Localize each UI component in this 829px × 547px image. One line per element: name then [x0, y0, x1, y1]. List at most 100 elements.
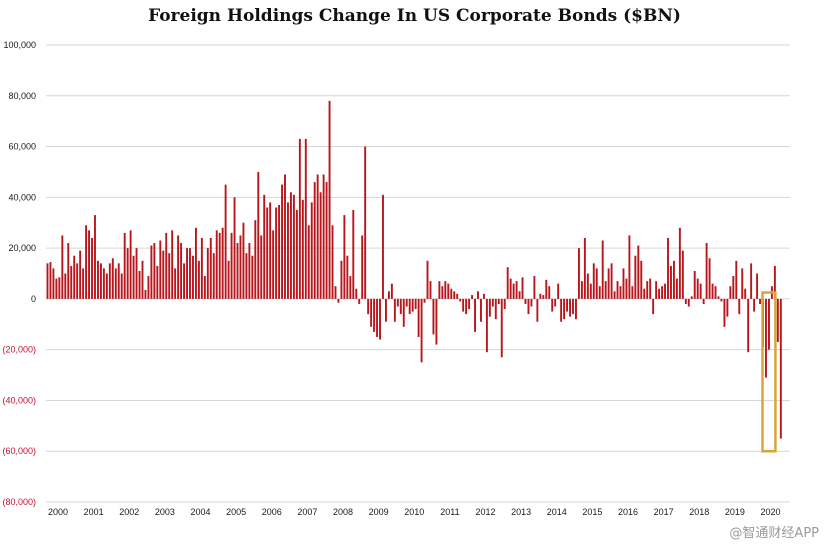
bar: [699, 283, 702, 299]
bar: [530, 298, 533, 307]
bar: [79, 250, 82, 299]
bar: [52, 268, 55, 299]
bar: [358, 298, 361, 304]
bar: [399, 298, 402, 315]
bar: [385, 298, 387, 322]
bar: [765, 298, 767, 378]
bar: [509, 278, 512, 299]
bar: [108, 263, 111, 299]
bar: [613, 291, 616, 299]
bar: [147, 276, 150, 299]
bar: [646, 281, 649, 299]
bar: [702, 298, 705, 304]
bar: [153, 243, 156, 299]
bar: [197, 260, 200, 299]
bar: [759, 298, 761, 304]
bar: [435, 298, 438, 345]
bar: [711, 283, 714, 299]
bar: [705, 243, 708, 299]
bar: [521, 277, 524, 299]
bar: [628, 235, 631, 299]
bar: [141, 260, 144, 299]
bar: [753, 298, 756, 312]
bar: [592, 263, 595, 299]
bar: [720, 298, 723, 302]
bar: [450, 288, 453, 299]
bar: [97, 260, 99, 299]
bar: [497, 298, 500, 304]
bar: [144, 290, 147, 299]
bar: [643, 288, 646, 299]
bar: [601, 240, 604, 299]
bar: [387, 291, 390, 299]
bar: [714, 286, 717, 299]
bar: [355, 288, 358, 299]
bar: [316, 174, 319, 299]
bar: [465, 298, 468, 315]
bar: [432, 298, 435, 335]
bar: [331, 225, 334, 299]
bar: [494, 298, 497, 320]
y-tick-label: (20,000): [2, 345, 36, 355]
gridlines: [46, 44, 790, 503]
bar: [292, 194, 295, 299]
bar: [73, 255, 76, 299]
x-tick-label: 2004: [190, 507, 210, 517]
bar: [411, 298, 414, 312]
bar: [405, 298, 408, 307]
bar: [631, 286, 634, 299]
bar: [488, 298, 491, 317]
bar: [533, 276, 536, 299]
bar: [254, 220, 257, 299]
bar: [227, 260, 230, 299]
bar: [49, 262, 52, 299]
bar: [554, 298, 557, 307]
bar: [99, 263, 102, 299]
bar: [453, 291, 456, 299]
bar: [468, 298, 471, 310]
bar: [114, 268, 117, 299]
y-tick-label: 60,000: [8, 142, 36, 152]
bar: [162, 250, 165, 299]
bar: [607, 268, 610, 299]
bar: [105, 273, 108, 299]
bar: [420, 298, 423, 363]
x-tick-label: 2007: [297, 507, 317, 517]
bar: [382, 194, 384, 299]
bar: [224, 184, 227, 299]
watermark: @智通财经APP: [729, 526, 819, 541]
bar: [61, 235, 64, 299]
bar: [186, 248, 188, 299]
bar: [735, 260, 738, 299]
x-tick-label: 2017: [654, 507, 674, 517]
bar: [652, 298, 655, 315]
bar: [732, 276, 735, 299]
bar: [88, 230, 90, 299]
bar: [482, 293, 485, 299]
bar: [138, 270, 141, 299]
bar: [393, 298, 396, 322]
bar: [690, 296, 693, 299]
x-tick-label: 2013: [511, 507, 531, 517]
bar: [194, 227, 197, 299]
bar: [625, 278, 628, 299]
bar: [417, 298, 420, 337]
bar: [566, 298, 569, 312]
bar: [310, 202, 313, 299]
x-tick-label: 2014: [547, 507, 567, 517]
x-tick-label: 2002: [119, 507, 139, 517]
bar: [408, 298, 411, 315]
bar: [396, 298, 399, 307]
bar: [295, 210, 298, 299]
bar: [474, 298, 476, 332]
y-tick-label: (60,000): [2, 446, 36, 456]
bar: [334, 286, 337, 299]
bar: [542, 295, 545, 299]
y-tick-label: 20,000: [8, 243, 36, 253]
bar: [572, 298, 574, 315]
bar: [500, 298, 503, 358]
bar: [275, 207, 278, 299]
bar: [76, 263, 79, 299]
bar: [67, 243, 70, 299]
x-tick-label: 2010: [404, 507, 424, 517]
